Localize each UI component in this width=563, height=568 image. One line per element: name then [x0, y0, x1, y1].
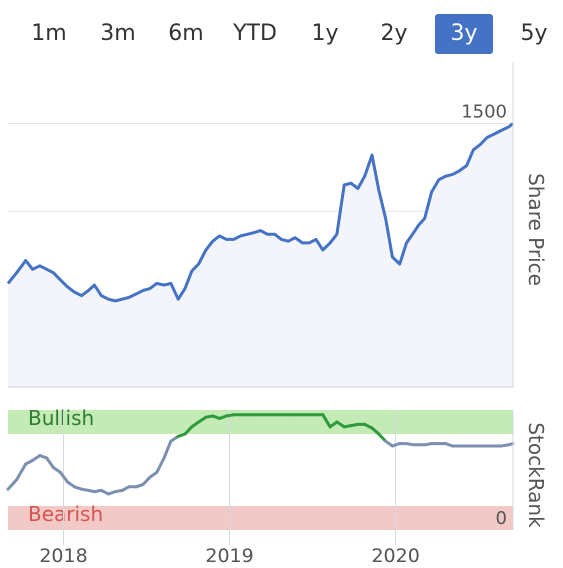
- stockrank-line-segment: [155, 456, 166, 474]
- range-3y-button[interactable]: 3y: [435, 14, 493, 54]
- x-tick-label: 2020: [371, 545, 419, 567]
- stockrank-line-segment: [141, 475, 152, 486]
- range-2y-button[interactable]: 2y: [380, 21, 408, 46]
- time-range-selector: 1m 3m 6m YTD 1y 2y 3y 5y: [0, 0, 563, 58]
- range-3m-button[interactable]: 3m: [100, 21, 136, 46]
- stockrank-line-segment: [58, 470, 70, 484]
- stockrank-line-segment: [162, 439, 173, 460]
- stockrank-line-segment: [321, 413, 332, 429]
- stockrank-tick-label: 0: [496, 508, 507, 529]
- bearish-label: Bearish: [28, 502, 103, 526]
- stockrank-line-segment: [370, 426, 381, 436]
- price-tick-label: 1500: [461, 101, 507, 122]
- bearish-band: [8, 506, 513, 530]
- stockrank-line-segment: [183, 425, 194, 436]
- stockrank-panel: Bullish Bearish 2018 2019 2020 0 StockRank: [6, 406, 548, 567]
- range-5y-button[interactable]: 5y: [520, 21, 548, 46]
- bullish-label: Bullish: [28, 406, 94, 430]
- stockrank-line-segment: [506, 442, 515, 447]
- range-1m-button[interactable]: 1m: [31, 21, 67, 46]
- stockrank-axis-label: StockRank: [524, 422, 548, 528]
- range-ytd-button[interactable]: YTD: [233, 21, 277, 46]
- stockrank-line-segment: [15, 462, 28, 482]
- stockrank-line-segment: [6, 478, 19, 491]
- x-tick-label: 2019: [205, 545, 253, 567]
- price-axis-label: Share Price: [524, 173, 548, 286]
- stockrank-line-segment: [45, 456, 55, 470]
- range-6m-button[interactable]: 6m: [168, 21, 204, 46]
- stockrank-line-segment: [377, 432, 388, 443]
- share-price-panel: 050010001500Share Price: [6, 62, 548, 388]
- price-line: [6, 122, 514, 303]
- price-area: [8, 123, 513, 387]
- range-1y-button[interactable]: 1y: [311, 21, 339, 46]
- x-tick-label: 2018: [39, 545, 87, 567]
